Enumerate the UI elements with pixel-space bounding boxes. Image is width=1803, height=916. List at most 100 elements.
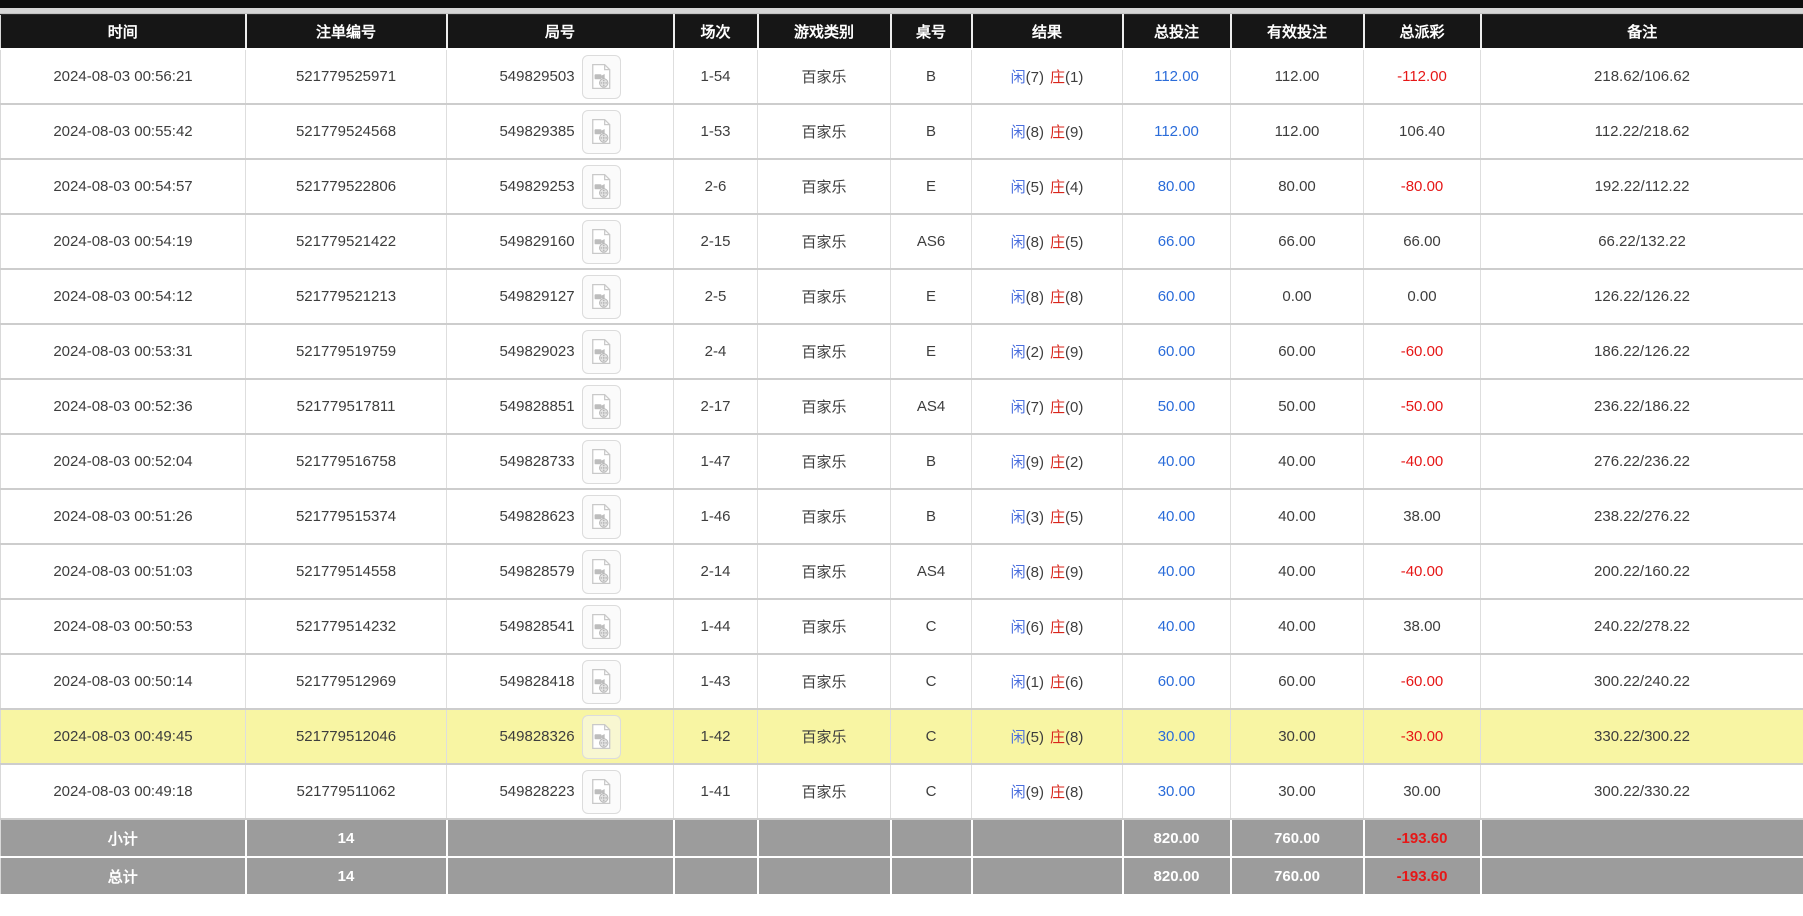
video-replay-button[interactable]: [582, 495, 621, 539]
subtotal-row: 小计 14 820.00 760.00 -193.60: [1, 819, 1803, 857]
cell-round-id: 549828418: [447, 654, 674, 709]
cell-remark: 236.22/186.22: [1481, 379, 1803, 434]
cell-table-no: C: [891, 654, 972, 709]
cell-table-no: B: [891, 434, 972, 489]
player-result-score: (8): [1026, 564, 1044, 581]
cell-table-no: AS4: [891, 544, 972, 599]
cell-bet-id: 521779512969: [246, 654, 447, 709]
player-result-label: 闲: [1011, 344, 1026, 361]
cell-time: 2024-08-03 00:51:26: [1, 489, 246, 544]
video-replay-button[interactable]: [582, 550, 621, 594]
cell-round-id: 549829253: [447, 159, 674, 214]
cell-remark: 66.22/132.22: [1481, 214, 1803, 269]
cell-game-type: 百家乐: [758, 654, 891, 709]
cell-payout: -60.00: [1364, 654, 1481, 709]
player-result-label: 闲: [1011, 729, 1026, 746]
table-row[interactable]: 2024-08-03 00:54:12 521779521213 5498291…: [1, 269, 1803, 324]
video-replay-button[interactable]: [582, 110, 621, 154]
video-replay-button[interactable]: [582, 715, 621, 759]
subtotal-label: 小计: [1, 819, 246, 857]
cell-game-type: 百家乐: [758, 599, 891, 654]
cell-remark: 300.22/240.22: [1481, 654, 1803, 709]
video-replay-button[interactable]: [582, 660, 621, 704]
cell-bet-id: 521779519759: [246, 324, 447, 379]
total-label: 总计: [1, 857, 246, 895]
table-row[interactable]: 2024-08-03 00:53:31 521779519759 5498290…: [1, 324, 1803, 379]
video-replay-button[interactable]: [582, 385, 621, 429]
video-file-icon: [590, 118, 612, 145]
video-replay-button[interactable]: [582, 275, 621, 319]
banker-result-label: 庄: [1050, 674, 1065, 691]
cell-session: 1-47: [674, 434, 758, 489]
video-replay-button[interactable]: [582, 165, 621, 209]
cell-result: 闲(9)庄(2): [972, 434, 1123, 489]
video-replay-button[interactable]: [582, 330, 621, 374]
video-replay-button[interactable]: [582, 440, 621, 484]
round-id-text: 549828223: [499, 783, 574, 800]
table-row[interactable]: 2024-08-03 00:51:03 521779514558 5498285…: [1, 544, 1803, 599]
banker-result-label: 庄: [1050, 619, 1065, 636]
cell-table-no: AS6: [891, 214, 972, 269]
player-result-label: 闲: [1011, 234, 1026, 251]
video-replay-button[interactable]: [582, 770, 621, 814]
round-id-text: 549829160: [499, 233, 574, 250]
total-payout: -193.60: [1364, 857, 1481, 895]
cell-total-bet: 30.00: [1123, 709, 1231, 764]
cell-table-no: C: [891, 599, 972, 654]
table-row[interactable]: 2024-08-03 00:50:53 521779514232 5498285…: [1, 599, 1803, 654]
cell-total-bet: 50.00: [1123, 379, 1231, 434]
cell-table-no: B: [891, 49, 972, 104]
table-row[interactable]: 2024-08-03 00:50:14 521779512969 5498284…: [1, 654, 1803, 709]
cell-remark: 112.22/218.62: [1481, 104, 1803, 159]
video-file-icon: [590, 613, 612, 640]
cell-bet-id: 521779521213: [246, 269, 447, 324]
player-result-score: (1): [1026, 674, 1044, 691]
video-file-icon: [590, 778, 612, 805]
player-result-score: (8): [1026, 234, 1044, 251]
table-row[interactable]: 2024-08-03 00:54:19 521779521422 5498291…: [1, 214, 1803, 269]
banker-result-score: (9): [1065, 564, 1083, 581]
table-row[interactable]: 2024-08-03 00:52:04 521779516758 5498287…: [1, 434, 1803, 489]
table-row[interactable]: 2024-08-03 00:56:21 521779525971 5498295…: [1, 49, 1803, 104]
video-file-icon: [590, 503, 612, 530]
player-result-label: 闲: [1011, 289, 1026, 306]
cell-payout: 38.00: [1364, 489, 1481, 544]
video-file-icon: [590, 283, 612, 310]
cell-result: 闲(8)庄(9): [972, 104, 1123, 159]
banker-result-score: (8): [1065, 619, 1083, 636]
table-row[interactable]: 2024-08-03 00:49:18 521779511062 5498282…: [1, 764, 1803, 819]
cell-valid-bet: 30.00: [1231, 709, 1364, 764]
cell-valid-bet: 40.00: [1231, 544, 1364, 599]
cell-table-no: AS4: [891, 379, 972, 434]
column-header-session: 场次: [674, 15, 758, 50]
banker-result-label: 庄: [1050, 454, 1065, 471]
table-row[interactable]: 2024-08-03 00:52:36 521779517811 5498288…: [1, 379, 1803, 434]
cell-payout: -40.00: [1364, 544, 1481, 599]
player-result-score: (7): [1026, 69, 1044, 86]
cell-session: 1-53: [674, 104, 758, 159]
cell-remark: 126.22/126.22: [1481, 269, 1803, 324]
banker-result-score: (6): [1065, 674, 1083, 691]
round-id-text: 549828326: [499, 728, 574, 745]
table-row[interactable]: 2024-08-03 00:54:57 521779522806 5498292…: [1, 159, 1803, 214]
video-file-icon: [590, 393, 612, 420]
cell-table-no: B: [891, 104, 972, 159]
cell-valid-bet: 0.00: [1231, 269, 1364, 324]
player-result-score: (5): [1026, 729, 1044, 746]
cell-bet-id: 521779515374: [246, 489, 447, 544]
video-replay-button[interactable]: [582, 220, 621, 264]
video-file-icon: [590, 63, 612, 90]
video-replay-button[interactable]: [582, 605, 621, 649]
cell-valid-bet: 40.00: [1231, 489, 1364, 544]
player-result-score: (7): [1026, 399, 1044, 416]
banker-result-label: 庄: [1050, 69, 1065, 86]
table-row[interactable]: 2024-08-03 00:49:45 521779512046 5498283…: [1, 709, 1803, 764]
cell-session: 2-6: [674, 159, 758, 214]
subtotal-payout: -193.60: [1364, 819, 1481, 857]
video-replay-button[interactable]: [582, 55, 621, 99]
cell-time: 2024-08-03 00:56:21: [1, 49, 246, 104]
banker-result-score: (8): [1065, 784, 1083, 801]
table-row[interactable]: 2024-08-03 00:51:26 521779515374 5498286…: [1, 489, 1803, 544]
subtotal-valid-bet: 760.00: [1231, 819, 1364, 857]
table-row[interactable]: 2024-08-03 00:55:42 521779524568 5498293…: [1, 104, 1803, 159]
